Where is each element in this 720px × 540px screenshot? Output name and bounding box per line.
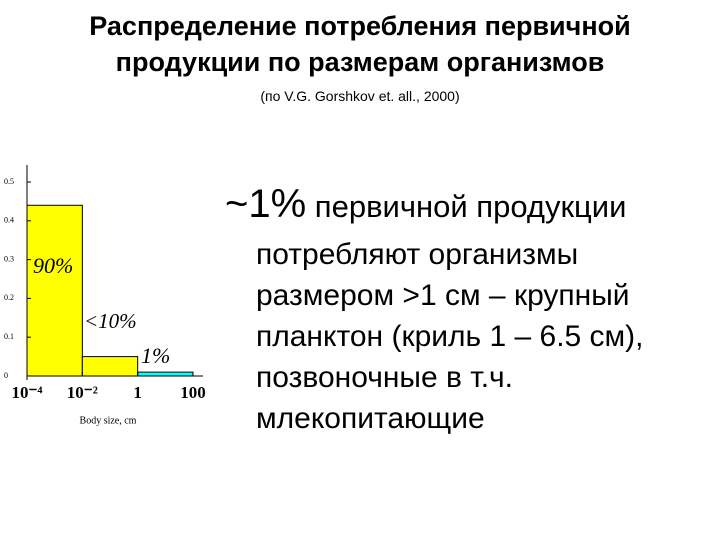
y-tick-label: 0.5 — [4, 177, 14, 186]
bar — [137, 371, 194, 377]
y-tick-label: 0.1 — [4, 332, 14, 341]
annotation: 1% — [141, 343, 170, 368]
body-line: размером >1 см – крупный — [256, 279, 630, 312]
lead: ~1% первичной продукции — [225, 182, 626, 227]
y-tick-label: 0.4 — [4, 216, 14, 225]
x-tick-label: 1 — [133, 383, 142, 402]
y-tick-label: 0.3 — [4, 254, 14, 263]
title-line: Распределение потребления первичной — [89, 11, 631, 41]
x-tick-label: 10⁻⁴ — [11, 383, 42, 402]
y-tick-label: 0.2 — [4, 293, 14, 302]
body-line: позвоночные в т.ч. — [256, 361, 513, 394]
body-line: млекопитающие — [256, 402, 485, 435]
x-tick-label: 100 — [180, 383, 206, 402]
title-line: продукции по размерам организмов — [115, 47, 605, 77]
bar — [81, 356, 139, 377]
chart: 0 0.1 0.2 0.3 0.4 0.5 10⁻⁴ 10⁻² 1 100 Body size, c… — [4, 165, 206, 426]
title: Распределение потребления первичной прод… — [0, 8, 720, 80]
body-lines: потребляют организмы размером >1 см – кру… — [256, 234, 644, 439]
annotation: 90% — [33, 253, 73, 278]
body-line: потребляют организмы — [256, 238, 579, 271]
subtitle: (по V.G. Gorshkov et. all., 2000) — [260, 88, 460, 104]
x-axis-label: Body size, cm — [80, 415, 137, 426]
body-line: планктон (криль 1 – 6.5 см), — [256, 320, 644, 353]
lead-text: первичной продукции — [314, 189, 627, 224]
y-tick-label: 0 — [4, 371, 8, 380]
annotation: <10% — [84, 309, 137, 333]
bar — [26, 204, 83, 377]
x-tick-label: 10⁻² — [67, 383, 98, 402]
lead-big: ~1% — [225, 182, 307, 226]
